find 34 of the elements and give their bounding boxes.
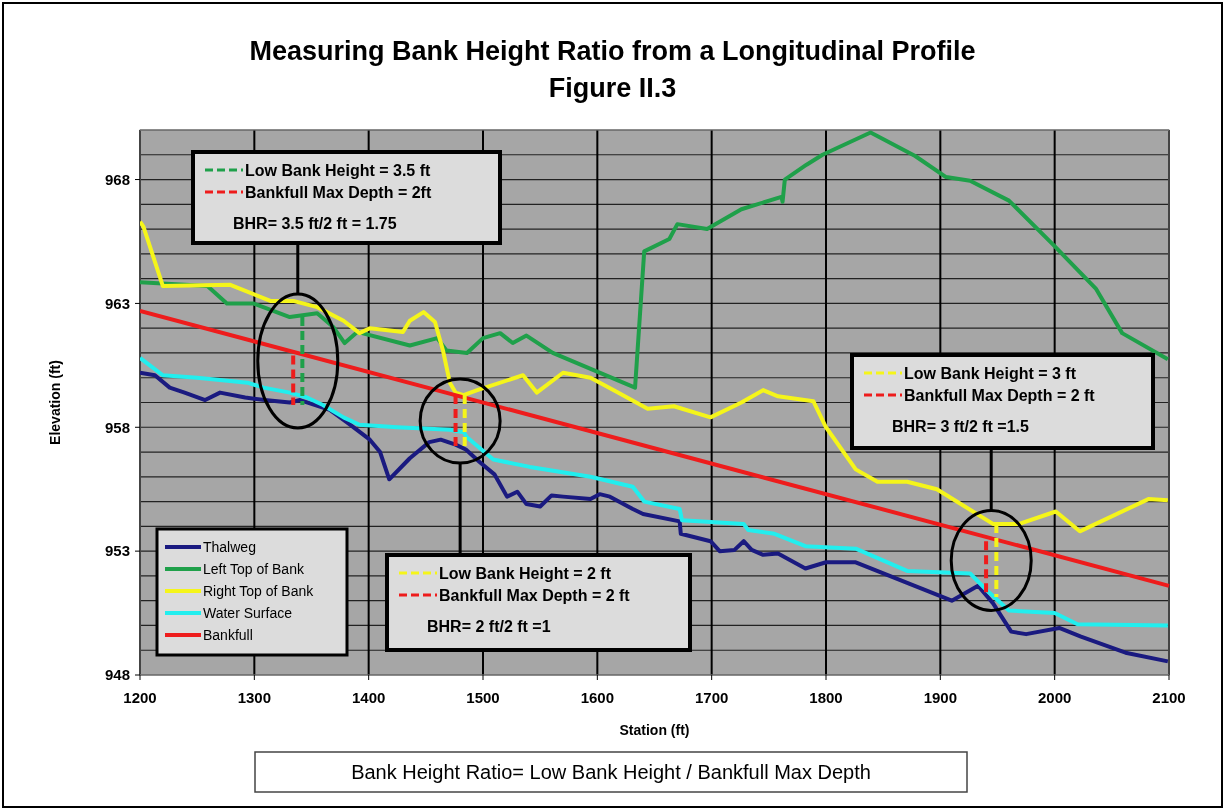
x-tick-label: 1300 xyxy=(237,689,272,706)
y-tick-label: 948 xyxy=(104,666,130,684)
chart-subtitle: Figure II.3 xyxy=(548,73,677,103)
x-tick-label: 1500 xyxy=(466,689,500,706)
y-tick-label: 968 xyxy=(104,170,130,188)
y-tick-label: 958 xyxy=(104,418,130,436)
x-tick-label: 1200 xyxy=(123,689,157,706)
annotation: BHR= 3.5 ft/2 ft = 1.75 xyxy=(233,215,397,232)
legend-label: Water Surface xyxy=(203,604,293,621)
x-tick-label: 2000 xyxy=(1037,689,1072,706)
text: Bank Height Ratio= Low Bank Height / Bankfull Max Depth xyxy=(351,761,871,783)
legend-label: Left Top of Bank xyxy=(203,560,305,577)
legend-label: Bankfull xyxy=(203,626,253,643)
annotation: Bankfull Max Depth = 2 ft xyxy=(439,587,631,604)
y-tick-label: 953 xyxy=(104,542,130,560)
x-tick-label: 1400 xyxy=(351,689,386,706)
legend-label: Right Top of Bank xyxy=(203,582,315,599)
x-tick-label: 2100 xyxy=(1152,689,1186,706)
legend-label: Thalweg xyxy=(203,538,256,555)
y-tick-label: 963 xyxy=(104,294,130,312)
annotation: Low Bank Height = 3.5 ft xyxy=(245,162,432,179)
x-tick-label: 1700 xyxy=(694,689,729,706)
annotation: Low Bank Height = 2 ft xyxy=(439,565,612,582)
x-tick-label: 1800 xyxy=(809,689,843,706)
annotation: Bankfull Max Depth = 2 ft xyxy=(904,387,1096,404)
annotation: BHR= 2 ft/2 ft =1 xyxy=(427,618,551,635)
x-tick-label: 1600 xyxy=(580,689,615,706)
chart-title: Measuring Bank Height Ratio from a Longitudinal Profile xyxy=(249,36,976,66)
annotation: Bankfull Max Depth = 2ft xyxy=(245,184,432,201)
x-tick-label: 1900 xyxy=(923,689,958,706)
y-axis-title: Elevation (ft) xyxy=(47,360,63,445)
annotation: Low Bank Height = 3 ft xyxy=(904,365,1077,382)
x-axis-title: Station (ft) xyxy=(619,722,690,738)
annotation: BHR= 3 ft/2 ft =1.5 xyxy=(892,418,1030,435)
